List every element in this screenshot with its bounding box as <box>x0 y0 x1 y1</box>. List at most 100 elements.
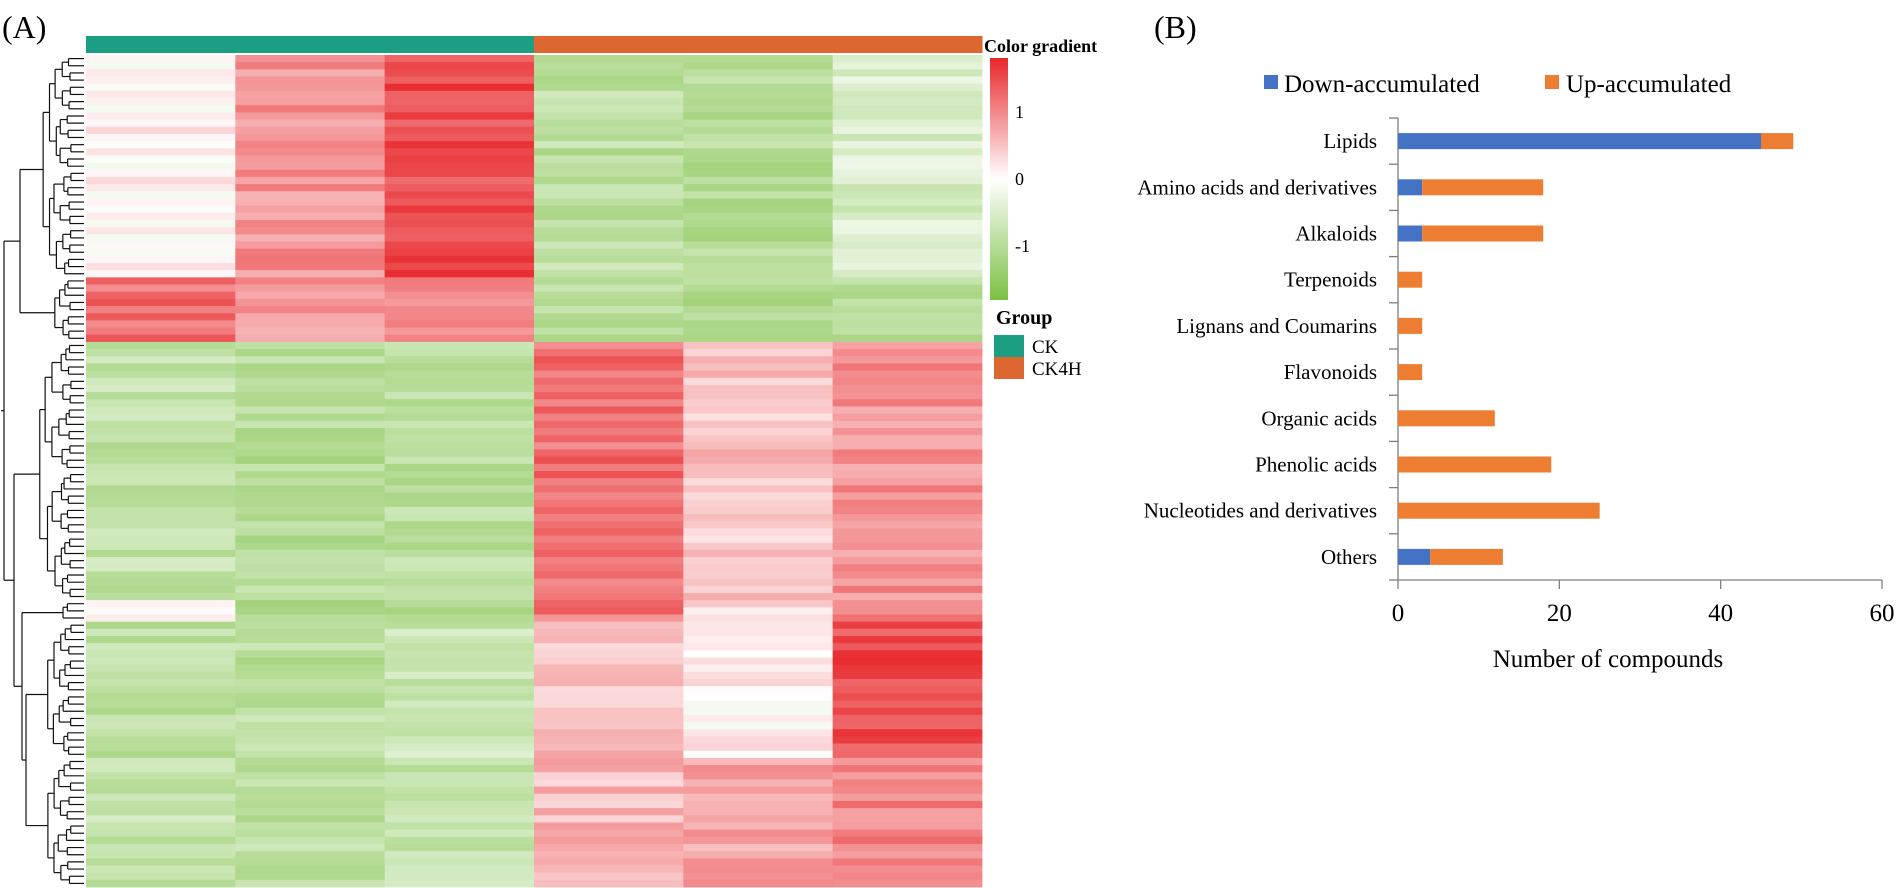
color-gradient-legend: Color gradient 1 0 -1 <box>984 36 1097 300</box>
heatmap-cell <box>832 90 983 99</box>
heatmap-cell <box>86 736 236 744</box>
heatmap-cell <box>86 141 236 149</box>
heatmap-cell <box>86 62 236 70</box>
heatmap-cell <box>534 105 684 113</box>
heatmap-cell <box>832 729 983 737</box>
heatmap-cell <box>235 506 386 515</box>
heatmap-cell <box>534 435 684 443</box>
heatmap-cell <box>86 90 236 99</box>
heatmap-cell <box>683 227 834 235</box>
heatmap-cell <box>86 786 236 795</box>
group-legend: Group CK CK4H <box>994 307 1082 380</box>
heatmap-cell <box>384 614 535 623</box>
heatmap-cell <box>86 456 236 465</box>
heatmap-cell <box>384 83 535 92</box>
heatmap-cell <box>235 291 386 300</box>
heatmap-cell <box>86 413 236 422</box>
heatmap-cell <box>86 628 236 637</box>
heatmap-cell <box>384 141 535 149</box>
heatmap-cell <box>384 377 535 386</box>
heatmap-cell <box>384 757 535 766</box>
heatmap-cell <box>832 449 983 458</box>
heatmap-cell <box>832 406 983 415</box>
heatmap-cell <box>534 628 684 637</box>
heatmap-cell <box>384 865 535 874</box>
heatmap-cell <box>235 248 386 257</box>
heatmap-cell <box>683 90 834 99</box>
heatmap-cell <box>235 492 386 501</box>
heatmap-cell <box>86 858 236 866</box>
heatmap-cell <box>832 808 983 816</box>
heatmap-cell <box>86 471 236 479</box>
heatmap-cell <box>683 463 834 472</box>
heatmap-cell <box>384 635 535 644</box>
heatmap-cell <box>832 62 983 70</box>
heatmap-cell <box>384 707 535 716</box>
heatmap-cell <box>86 578 236 587</box>
heatmap-cell <box>235 155 386 163</box>
heatmap-cell <box>534 313 684 321</box>
heatmap-cell <box>235 356 386 364</box>
heatmap-cell <box>534 219 684 228</box>
category-label: Flavonoids <box>1284 360 1377 384</box>
category-label: Terpenoids <box>1284 268 1377 292</box>
heatmap-cell <box>235 306 386 314</box>
heatmap-cell <box>534 98 684 106</box>
heatmap-cell <box>235 657 386 666</box>
heatmap-cell <box>683 722 834 730</box>
heatmap-cell <box>683 306 834 314</box>
group-bar-ck4h <box>683 36 834 53</box>
heatmap-cell <box>534 607 684 615</box>
heatmap-cell <box>683 341 834 350</box>
heatmap-cell <box>86 714 236 723</box>
heatmap-cell <box>534 291 684 300</box>
heatmap-cell <box>384 334 535 343</box>
heatmap-cell <box>384 714 535 723</box>
heatmap-cell <box>683 270 834 278</box>
heatmap-cell <box>832 320 983 328</box>
heatmap-cell <box>235 557 386 565</box>
heatmap-cell <box>832 112 983 120</box>
heatmap-cell <box>384 585 535 594</box>
heatmap-cell <box>235 98 386 106</box>
heatmap-cell <box>384 155 535 163</box>
heatmap-cell <box>86 635 236 644</box>
heatmap-cell <box>235 413 386 422</box>
heatmap-cell <box>384 879 535 888</box>
heatmap-cell <box>384 69 535 77</box>
heatmap-cell <box>235 521 386 529</box>
heatmap-cell <box>832 851 983 859</box>
heatmap-cell <box>832 126 983 135</box>
heatmap-cells <box>86 55 983 888</box>
heatmap-cell <box>683 800 834 809</box>
heatmap-cell <box>384 729 535 737</box>
heatmap-cell <box>534 349 684 357</box>
color-gradient-bar <box>990 58 1008 300</box>
heatmap-cell <box>384 679 535 687</box>
heatmap-cell <box>534 456 684 465</box>
heatmap-cell <box>683 313 834 321</box>
heatmap-cell <box>832 313 983 321</box>
heatmap-cell <box>384 815 535 823</box>
color-gradient-tick-label: 1 <box>1015 102 1024 122</box>
heatmap-cell <box>235 148 386 156</box>
heatmap-cell <box>384 148 535 156</box>
heatmap-cell <box>683 327 834 336</box>
heatmap-cell <box>683 743 834 752</box>
heatmap-cell <box>683 83 834 92</box>
heatmap-cell <box>832 442 983 450</box>
heatmap-cell <box>384 650 535 658</box>
heatmap-cell <box>86 435 236 443</box>
heatmap-cell <box>384 392 535 400</box>
heatmap-cell <box>86 148 236 156</box>
heatmap-cell <box>683 521 834 529</box>
heatmap-cell <box>534 471 684 479</box>
heatmap-cell <box>832 506 983 515</box>
heatmap-cell <box>384 700 535 709</box>
heatmap-cell <box>683 184 834 192</box>
heatmap-cell <box>534 765 684 773</box>
heatmap-cell <box>683 320 834 328</box>
heatmap-cell <box>832 643 983 651</box>
heatmap-cell <box>384 384 535 393</box>
heatmap-cell <box>235 607 386 615</box>
